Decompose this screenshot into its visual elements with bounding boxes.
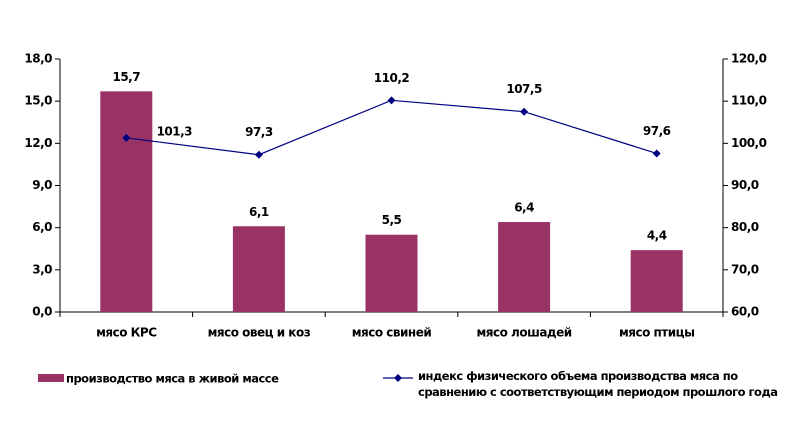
x-tick-label: мясо птицы <box>619 326 694 340</box>
bar-value-label: 4,4 <box>647 229 667 243</box>
line-marker <box>652 149 661 158</box>
line-value-label: 110,2 <box>374 71 410 85</box>
bar-value-label: 15,7 <box>112 70 140 84</box>
y-tick-label: 18,0 <box>24 52 52 66</box>
x-tick-label: мясо КРС <box>96 326 157 340</box>
line-value-label: 97,6 <box>643 124 671 138</box>
bar-value-label: 5,5 <box>382 213 402 227</box>
y-tick-label: 9,0 <box>32 178 52 192</box>
line-value-label: 101,3 <box>157 124 193 138</box>
y-tick-label: 12,0 <box>24 136 52 150</box>
y-tick-label: 3,0 <box>32 262 52 276</box>
y-tick-label: 15,0 <box>24 94 52 108</box>
bar <box>498 222 551 312</box>
y2-tick-label: 70,0 <box>731 262 759 276</box>
bar-value-label: 6,1 <box>249 205 269 219</box>
y2-tick-label: 60,0 <box>731 305 759 319</box>
x-tick-label: мясо лошадей <box>477 326 572 340</box>
line-marker <box>122 133 131 142</box>
y2-tick-label: 90,0 <box>731 178 759 192</box>
bar <box>100 91 153 312</box>
line-value-label: 107,5 <box>506 82 542 96</box>
y-tick-label: 0,0 <box>32 305 52 319</box>
legend-swatch <box>38 374 64 382</box>
y2-tick-label: 100,0 <box>731 136 767 150</box>
line-marker <box>520 107 529 116</box>
legend-marker <box>394 374 402 382</box>
bar <box>630 250 683 312</box>
line <box>126 99 657 156</box>
line-marker <box>387 96 396 105</box>
bar <box>365 234 418 312</box>
bar-value-label: 6,4 <box>514 201 534 215</box>
bar <box>232 226 285 312</box>
line-value-label: 97,3 <box>245 125 273 139</box>
y2-tick-label: 120,0 <box>731 52 767 66</box>
line-marker <box>254 150 263 159</box>
x-tick-label: мясо свиней <box>352 326 432 340</box>
y2-tick-label: 80,0 <box>731 220 759 234</box>
legend-label: индекс физического объема производства м… <box>418 369 778 399</box>
y-tick-label: 6,0 <box>32 220 52 234</box>
legend-label: производство мяса в живой массе <box>66 372 279 386</box>
y2-tick-label: 110,0 <box>731 94 767 108</box>
x-tick-label: мясо овец и коз <box>208 326 311 340</box>
